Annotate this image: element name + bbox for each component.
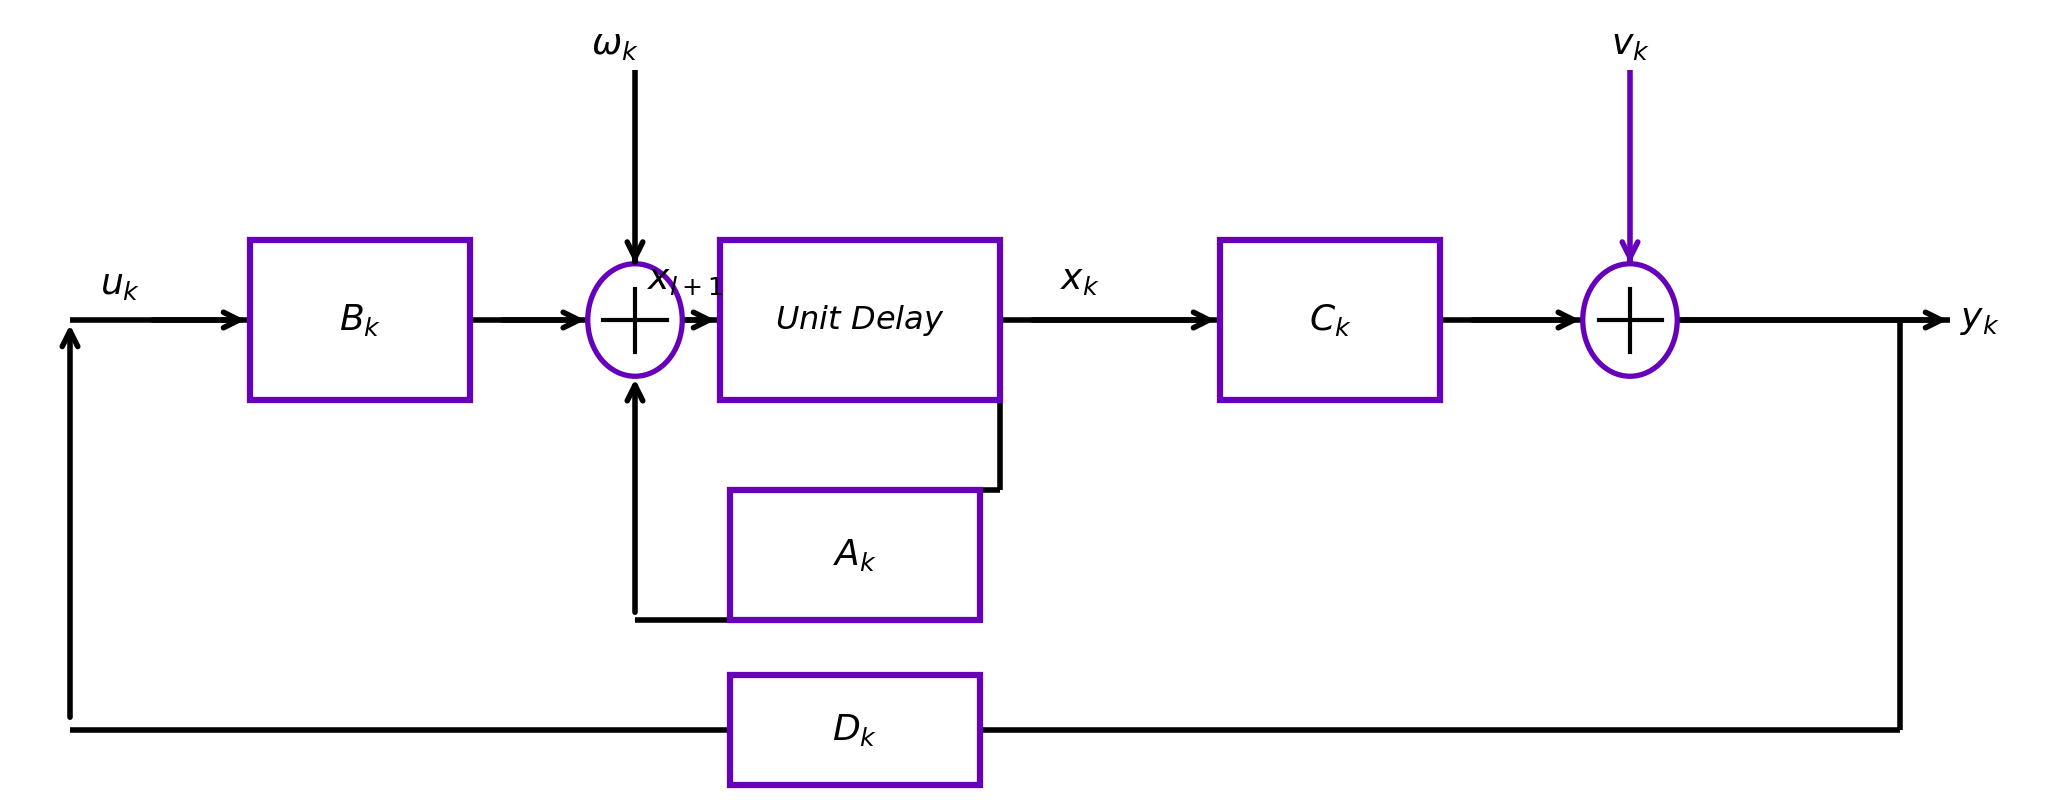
Text: $y_k$: $y_k$ — [1960, 303, 1999, 337]
Bar — [721, 240, 999, 400]
Ellipse shape — [588, 264, 682, 376]
Text: $B_k$: $B_k$ — [338, 302, 381, 338]
Bar — [1221, 240, 1440, 400]
Bar — [729, 490, 981, 620]
Bar — [729, 675, 981, 785]
Text: $x_{l+1}$: $x_{l+1}$ — [647, 263, 723, 297]
Ellipse shape — [1583, 264, 1677, 376]
Text: $x_k$: $x_k$ — [1061, 263, 1100, 297]
Text: $\omega_k$: $\omega_k$ — [592, 28, 639, 62]
Text: $Unit\ Delay$: $Unit\ Delay$ — [776, 302, 944, 338]
Text: $A_k$: $A_k$ — [834, 537, 877, 573]
Text: $C_k$: $C_k$ — [1309, 302, 1352, 338]
Text: $u_k$: $u_k$ — [100, 268, 139, 302]
Text: $v_k$: $v_k$ — [1610, 28, 1649, 62]
Bar — [250, 240, 469, 400]
Text: $D_k$: $D_k$ — [831, 712, 879, 748]
